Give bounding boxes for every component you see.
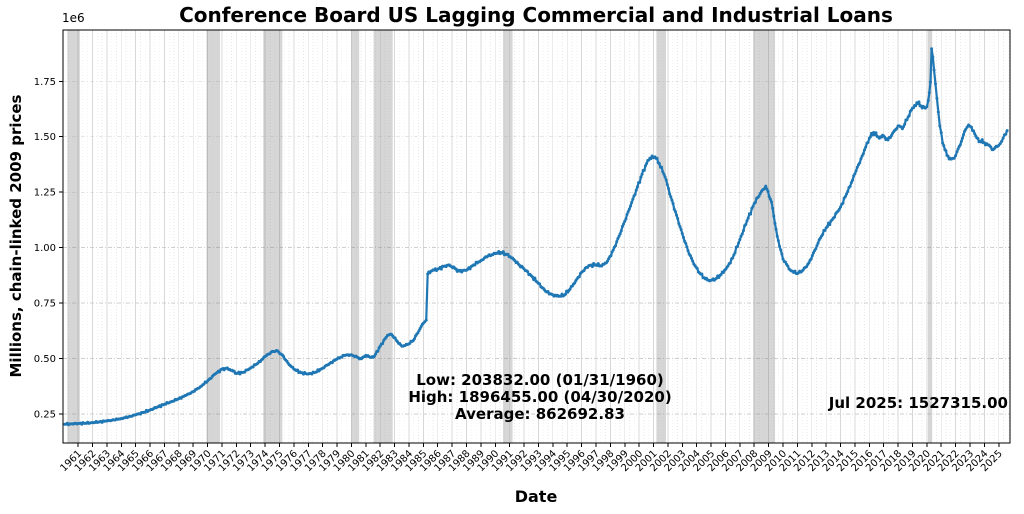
- stats-high-line: High: 1896455.00 (04/30/2020): [408, 388, 672, 406]
- y-tick-label: 1.00: [34, 243, 56, 254]
- chart-title: Conference Board US Lagging Commercial a…: [179, 3, 893, 27]
- y-tick-label: 0.75: [34, 299, 56, 310]
- y-tick-label: 0.25: [34, 409, 56, 420]
- y-tick-label: 1.75: [34, 77, 56, 88]
- y-axis-offset-label: 1e6: [62, 11, 85, 25]
- loans-series-line: [63, 47, 1009, 426]
- y-tick-label: 0.50: [34, 354, 56, 365]
- latest-value-annotation: Jul 2025: 1527315.00: [828, 394, 1008, 412]
- y-tick-label: 1.25: [34, 188, 56, 199]
- x-axis-label: Date: [514, 487, 558, 506]
- stats-average-line: Average: 862692.83: [455, 405, 625, 423]
- y-axis-label: Millions, chain-linked 2009 prices: [7, 94, 25, 378]
- y-tick-label: 1.50: [34, 132, 56, 143]
- stats-annotation: Low: 203832.00 (01/31/1960) High: 189645…: [408, 372, 671, 423]
- stats-low-line: Low: 203832.00 (01/31/1960): [416, 371, 664, 389]
